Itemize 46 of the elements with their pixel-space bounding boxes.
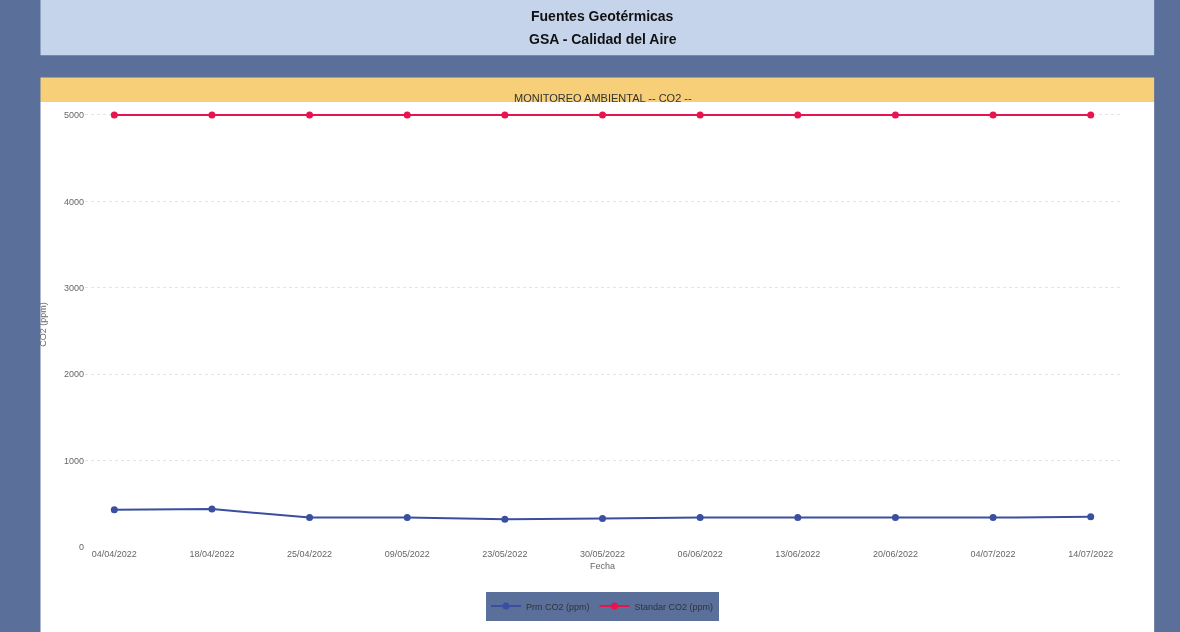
point	[501, 515, 509, 523]
point	[1087, 513, 1095, 521]
point	[306, 514, 314, 522]
x-tick-label: 30/05/2022	[579, 549, 626, 559]
point	[794, 111, 802, 119]
y-tick-label: 2000	[63, 369, 84, 380]
point	[403, 514, 411, 522]
chart-subtitle: GSA - Calidad del Aire	[529, 31, 677, 47]
point	[696, 111, 704, 119]
y-tick-label: 4000	[63, 196, 84, 207]
chart-title: Fuentes Geotérmicas	[531, 8, 674, 24]
y-tick-label: 5000	[63, 110, 84, 121]
point	[989, 514, 997, 522]
x-tick-label: 04/04/2022	[91, 549, 137, 559]
y-axis-title: CO2 (ppm)	[38, 302, 49, 347]
point	[501, 111, 509, 119]
point	[696, 514, 704, 522]
point	[208, 111, 216, 119]
point	[208, 505, 216, 513]
point	[891, 111, 899, 119]
point	[794, 514, 802, 522]
point	[989, 111, 997, 119]
point	[403, 111, 411, 119]
x-axis-title: Fecha	[589, 560, 616, 571]
point	[1087, 111, 1095, 119]
y-tick-label: 1000	[63, 455, 84, 466]
annotation: MONITOREO AMBIENTAL -- CO2 --	[514, 92, 692, 104]
point	[110, 111, 118, 119]
x-tick-label: 23/05/2022	[482, 549, 528, 559]
x-tick-label: 25/04/2022	[287, 549, 333, 559]
x-tick-label: 04/07/2022	[970, 549, 1016, 559]
y-tick-label: 3000	[63, 282, 84, 293]
point	[306, 111, 314, 119]
point	[599, 111, 606, 119]
legend-label: Standar CO2 (ppm)	[634, 601, 714, 612]
point	[891, 514, 899, 522]
x-tick-label: 20/06/2022	[872, 549, 918, 559]
x-tick-label: 14/07/2022	[1068, 549, 1114, 559]
point	[110, 506, 118, 514]
x-tick-label: 06/06/2022	[677, 549, 723, 559]
x-tick-label: 18/04/2022	[189, 549, 235, 559]
y-tick-label: 0	[78, 542, 84, 553]
point	[599, 514, 606, 522]
x-tick-label: 13/06/2022	[775, 549, 821, 559]
x-tick-label: 09/05/2022	[384, 549, 430, 559]
legend-label: Prm CO2 (ppm)	[526, 601, 590, 612]
